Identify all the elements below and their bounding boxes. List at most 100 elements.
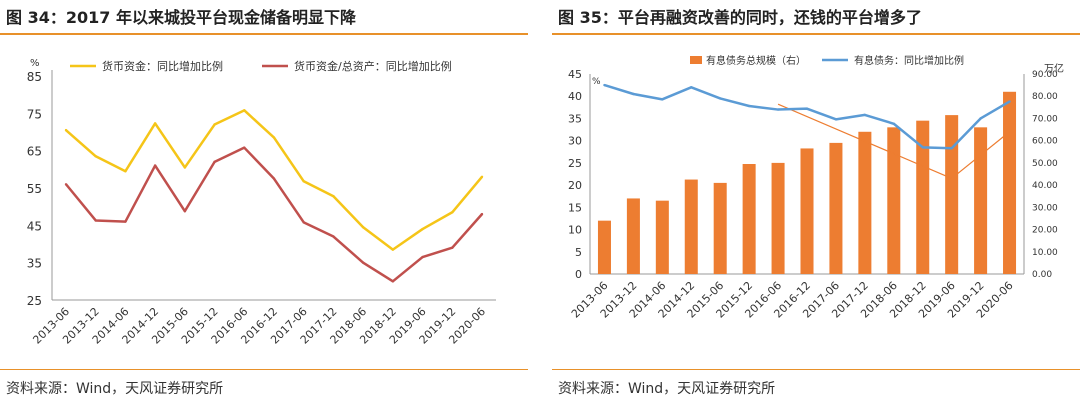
left-tick-label: 15 [568, 201, 582, 214]
y-tick-label: 55 [27, 182, 42, 196]
chart-title: 图 35：平台再融资改善的同时，还钱的平台增多了 [558, 8, 922, 27]
data-point [690, 86, 693, 89]
y-tick-label: 85 [27, 70, 42, 84]
data-point [213, 160, 216, 164]
chart-svg-left: %253545556575852013-062013-122014-062014… [27, 58, 496, 347]
data-point [302, 221, 305, 224]
bar [713, 182, 727, 274]
right-tick-label: 30.00 [1032, 203, 1058, 213]
data-point [950, 147, 953, 150]
data-point [480, 175, 484, 178]
trend-line [951, 131, 1010, 179]
chart-svg-right: % 万亿 0 5 10 15 20 25 30 35 40 45 0.00 10.00 20.00 30.00… [568, 54, 1064, 321]
data-point [480, 212, 484, 216]
data-point [94, 155, 97, 158]
data-point [332, 195, 335, 198]
y-tick-label: 75 [27, 107, 42, 121]
data-point [747, 104, 751, 108]
trend-line [777, 103, 952, 179]
title-rule [0, 33, 528, 35]
left-axis-unit: % [592, 77, 601, 87]
left-tick-label: 35 [568, 112, 582, 125]
data-point [921, 146, 924, 149]
data-point [302, 180, 305, 183]
bar [974, 127, 988, 274]
data-point [153, 122, 157, 125]
y-tick-label: 45 [27, 219, 42, 233]
data-point [332, 235, 335, 238]
left-tick-label: 10 [568, 224, 582, 237]
data-point [391, 248, 395, 251]
data-point [94, 219, 97, 222]
data-point [153, 164, 157, 167]
bar [1003, 91, 1017, 275]
data-point [863, 113, 867, 117]
data-point [451, 211, 454, 214]
data-point [421, 255, 424, 259]
y-tick-label: 25 [27, 294, 42, 308]
right-tick-label: 70.00 [1032, 114, 1058, 124]
data-point [243, 109, 246, 112]
data-point [272, 136, 276, 139]
data-point [183, 209, 187, 213]
data-point [243, 146, 246, 149]
right-tick-label: 40.00 [1032, 181, 1058, 191]
data-point [124, 170, 127, 173]
left-tick-label: 30 [568, 135, 582, 148]
data-point [776, 108, 780, 111]
y-tick-label: 35 [27, 257, 42, 271]
data-point [183, 166, 187, 169]
legend-label: 有息债务总规模（右） [706, 54, 806, 67]
data-point [421, 227, 424, 231]
source-rule [0, 369, 528, 370]
y-axis-unit: % [30, 58, 40, 69]
bar [684, 179, 698, 274]
source-rule [552, 369, 1080, 370]
bar [742, 164, 756, 274]
left-tick-label: 0 [575, 268, 582, 281]
left-tick-label: 5 [575, 246, 582, 259]
data-point [834, 118, 838, 121]
bar [771, 162, 785, 274]
data-point [979, 117, 982, 120]
bar [945, 115, 959, 274]
chart-source: 资料来源：Wind，天风证券研究所 [6, 381, 224, 397]
bar [887, 127, 901, 274]
left-tick-label: 25 [568, 157, 582, 170]
legend-swatch [690, 56, 702, 64]
bar [626, 198, 640, 274]
title-rule [552, 33, 1080, 35]
data-point [603, 83, 606, 87]
right-tick-label: 0.00 [1032, 270, 1052, 280]
right-tick-label: 50.00 [1032, 159, 1058, 169]
data-point [272, 177, 276, 180]
bar [800, 148, 814, 274]
bar [655, 200, 669, 274]
legend-label: 货币资金：同比增加比例 [102, 59, 223, 73]
chart-source: 资料来源：Wind，天风证券研究所 [558, 381, 776, 397]
data-point [632, 92, 635, 96]
data-point [1008, 100, 1011, 103]
chart-title: 图 34：2017 年以来城投平台现金储备明显下降 [6, 8, 356, 27]
data-point [661, 98, 664, 101]
y-tick-label: 65 [27, 145, 42, 159]
right-tick-label: 20.00 [1032, 226, 1058, 236]
bar [829, 142, 843, 274]
data-point [213, 123, 216, 126]
left-tick-label: 40 [568, 90, 582, 103]
data-point [451, 246, 454, 249]
right-tick-label: 10.00 [1032, 248, 1058, 258]
legend-label: 有息债务：同比增加比例 [854, 54, 964, 67]
data-point [391, 280, 395, 283]
data-point [361, 226, 365, 229]
data-point [719, 97, 722, 100]
right-tick-label: 80.00 [1032, 92, 1058, 102]
data-point [64, 128, 68, 132]
chart-panel-right: 图 35：平台再融资改善的同时，还钱的平台增多了 % 万亿 0 5 10 15 20 25 30… [552, 0, 1080, 404]
legend-label: 货币资金/总资产：同比增加比例 [294, 59, 452, 73]
left-tick-label: 20 [568, 179, 582, 192]
right-tick-label: 60.00 [1032, 137, 1058, 147]
right-tick-label: 90.00 [1032, 70, 1058, 80]
left-tick-label: 45 [568, 68, 582, 81]
data-point [892, 122, 895, 125]
